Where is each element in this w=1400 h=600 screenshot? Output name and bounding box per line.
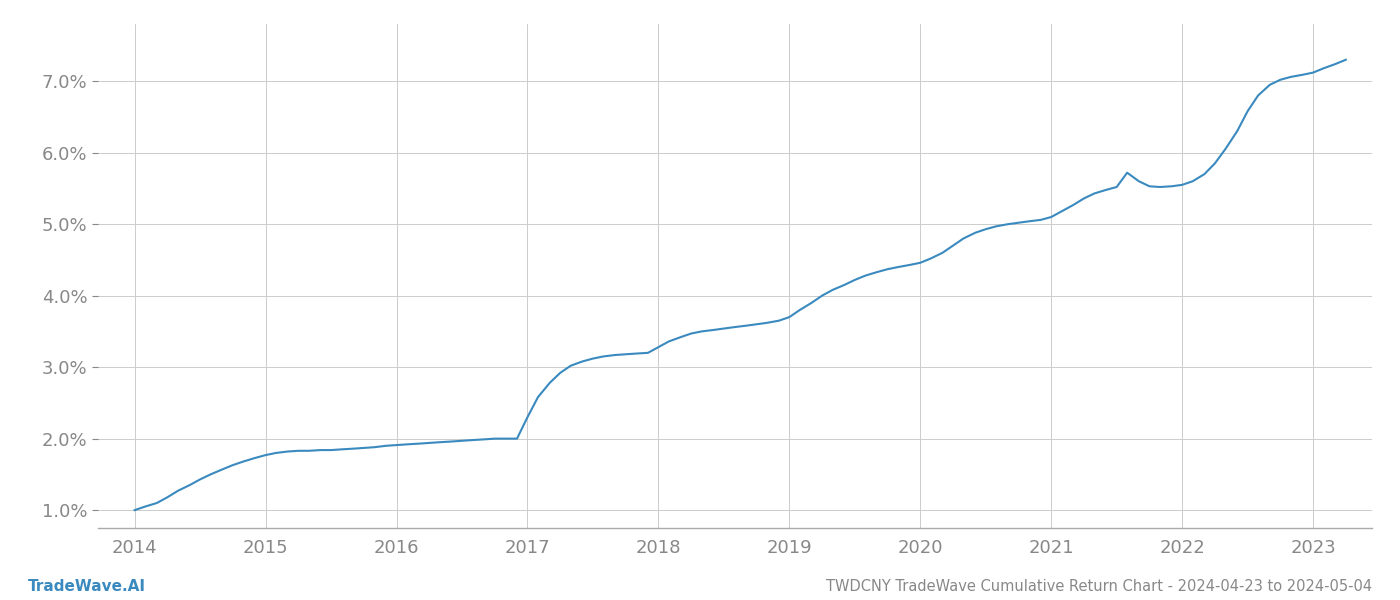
Text: TradeWave.AI: TradeWave.AI <box>28 579 146 594</box>
Text: TWDCNY TradeWave Cumulative Return Chart - 2024-04-23 to 2024-05-04: TWDCNY TradeWave Cumulative Return Chart… <box>826 579 1372 594</box>
